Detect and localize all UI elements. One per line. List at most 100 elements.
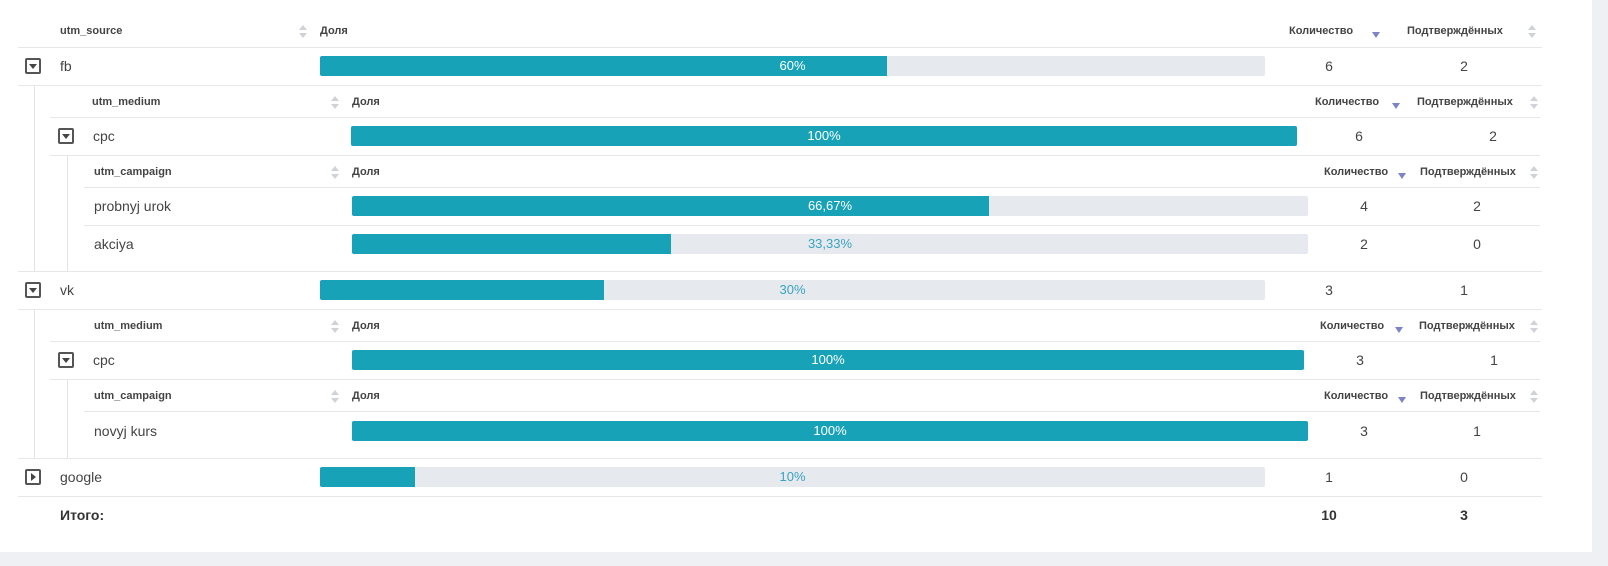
total-row: Итого: 10 3 bbox=[18, 497, 1542, 533]
share-bar: 30% bbox=[320, 280, 1265, 300]
share-bar: 100% bbox=[351, 126, 1297, 146]
sort-desc-icon[interactable] bbox=[1395, 327, 1403, 333]
sort-icon[interactable] bbox=[1530, 166, 1538, 180]
source-row-vk: vk 30% 3 1 bbox=[18, 272, 1542, 310]
count-value: 6 bbox=[1355, 128, 1363, 144]
medium-name: cpc bbox=[93, 352, 115, 368]
share-label: 30% bbox=[779, 282, 806, 297]
expand-toggle-icon[interactable] bbox=[25, 58, 41, 74]
share-bar: 10% bbox=[320, 467, 1265, 487]
header-count[interactable]: Количество bbox=[1324, 390, 1389, 402]
share-bar-fill bbox=[351, 126, 1297, 146]
sort-icon[interactable] bbox=[331, 166, 339, 180]
source-name: fb bbox=[60, 58, 72, 74]
share-bar-fill bbox=[352, 196, 990, 216]
campaign-header-row: utm_campaign Доля Количество Подтверждён… bbox=[84, 156, 1540, 188]
header-count[interactable]: Количество bbox=[1324, 166, 1389, 178]
campaign-name: akciya bbox=[94, 236, 134, 252]
sort-icon[interactable] bbox=[1530, 96, 1538, 110]
sort-icon[interactable] bbox=[331, 96, 339, 110]
confirmed-value: 2 bbox=[1489, 128, 1497, 144]
header-count[interactable]: Количество bbox=[1289, 25, 1354, 37]
header-confirmed[interactable]: Подтверждённых bbox=[1419, 320, 1515, 332]
campaign-row: novyj kurs 100% 3 1 bbox=[84, 412, 1540, 458]
tree-line bbox=[34, 310, 35, 458]
count-value: 4 bbox=[1360, 198, 1368, 214]
sort-icon[interactable] bbox=[331, 390, 339, 404]
share-bar-fill bbox=[352, 350, 1304, 370]
confirmed-value: 2 bbox=[1460, 58, 1468, 74]
share-label: 33,33% bbox=[807, 236, 853, 251]
sort-icon[interactable] bbox=[1530, 320, 1538, 334]
share-label: 100% bbox=[807, 128, 841, 143]
header-utm-source[interactable]: utm_source bbox=[60, 25, 123, 37]
campaign-name: novyj kurs bbox=[94, 423, 158, 439]
share-bar: 60% bbox=[320, 56, 1265, 76]
confirmed-value: 2 bbox=[1473, 198, 1481, 214]
header-utm-medium[interactable]: utm_medium bbox=[92, 96, 161, 108]
sort-desc-icon[interactable] bbox=[1398, 397, 1406, 403]
medium-row-cpc: cpc 100% 3 1 bbox=[50, 342, 1540, 380]
source-name: google bbox=[60, 469, 103, 485]
sort-icon[interactable] bbox=[1528, 25, 1536, 39]
sort-desc-icon[interactable] bbox=[1392, 103, 1400, 109]
tree-line bbox=[67, 156, 68, 271]
share-bar: 66,67% bbox=[352, 196, 1308, 216]
header-share: Доля bbox=[352, 390, 380, 402]
share-label: 66,67% bbox=[807, 198, 853, 213]
share-bar: 100% bbox=[352, 421, 1308, 441]
count-value: 3 bbox=[1360, 423, 1368, 439]
expand-toggle-icon[interactable] bbox=[25, 469, 41, 485]
sort-icon[interactable] bbox=[1530, 390, 1538, 404]
header-utm-campaign[interactable]: utm_campaign bbox=[94, 390, 172, 402]
header-confirmed[interactable]: Подтверждённых bbox=[1420, 166, 1516, 178]
header-confirmed[interactable]: Подтверждённых bbox=[1417, 96, 1513, 108]
tree-line bbox=[67, 380, 68, 458]
sort-icon[interactable] bbox=[299, 25, 307, 39]
expand-toggle-icon[interactable] bbox=[25, 282, 41, 298]
confirmed-value: 0 bbox=[1460, 469, 1468, 485]
count-value: 2 bbox=[1360, 236, 1368, 252]
header-share: Доля bbox=[320, 25, 348, 37]
header-confirmed[interactable]: Подтверждённых bbox=[1420, 390, 1516, 402]
header-count[interactable]: Количество bbox=[1320, 320, 1385, 332]
campaign-name: probnyj urok bbox=[94, 198, 172, 214]
share-bar: 33,33% bbox=[352, 234, 1308, 254]
confirmed-value: 1 bbox=[1473, 423, 1481, 439]
header-utm-campaign[interactable]: utm_campaign bbox=[94, 166, 172, 178]
confirmed-value: 1 bbox=[1490, 352, 1498, 368]
header-count[interactable]: Количество bbox=[1315, 96, 1380, 108]
medium-header-row: utm_medium Доля Количество Подтверждённы… bbox=[50, 86, 1540, 118]
medium-name: cpc bbox=[93, 128, 115, 144]
sort-desc-icon[interactable] bbox=[1372, 32, 1380, 38]
expand-toggle-icon[interactable] bbox=[58, 352, 74, 368]
medium-header-row: utm_medium Доля Количество Подтверждённы… bbox=[50, 310, 1540, 342]
medium-row-cpc: cpc 100% 6 2 bbox=[50, 118, 1540, 156]
divider bbox=[18, 458, 1542, 459]
source-header-row: utm_source Доля Количество Подтверждённы… bbox=[18, 14, 1542, 48]
header-confirmed[interactable]: Подтверждённых bbox=[1407, 25, 1503, 37]
share-bar-fill bbox=[320, 56, 887, 76]
source-row-google: google 10% 1 0 bbox=[18, 459, 1542, 497]
share-bar-fill bbox=[320, 467, 415, 487]
share-bar-fill bbox=[352, 234, 671, 254]
confirmed-value: 1 bbox=[1460, 282, 1468, 298]
expand-toggle-icon[interactable] bbox=[58, 128, 74, 144]
share-label: 60% bbox=[779, 58, 806, 73]
header-utm-medium[interactable]: utm_medium bbox=[94, 320, 163, 332]
sort-icon[interactable] bbox=[331, 320, 339, 334]
utm-report-panel: utm_source Доля Количество Подтверждённы… bbox=[0, 0, 1592, 552]
source-name: vk bbox=[60, 282, 74, 298]
tree-line bbox=[34, 86, 35, 271]
confirmed-value: 0 bbox=[1473, 236, 1481, 252]
header-share: Доля bbox=[352, 166, 380, 178]
count-value: 3 bbox=[1356, 352, 1364, 368]
share-bar-fill bbox=[352, 421, 1308, 441]
count-value: 1 bbox=[1325, 469, 1333, 485]
header-share: Доля bbox=[352, 320, 380, 332]
share-bar-fill bbox=[320, 280, 604, 300]
sort-desc-icon[interactable] bbox=[1398, 173, 1406, 179]
divider bbox=[18, 271, 1542, 272]
share-label: 100% bbox=[811, 352, 845, 367]
campaign-row: probnyj urok 66,67% 4 2 bbox=[84, 188, 1540, 226]
